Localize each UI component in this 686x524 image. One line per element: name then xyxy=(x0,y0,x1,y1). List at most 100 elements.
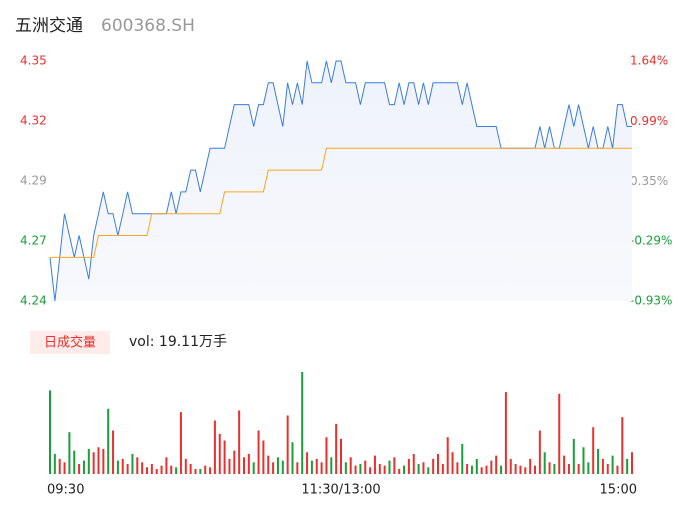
volume-bar xyxy=(412,453,415,474)
x-tick-label: 15:00 xyxy=(600,483,637,498)
volume-bar xyxy=(116,460,119,474)
volume-bar xyxy=(349,457,352,474)
volume-badge xyxy=(30,331,110,354)
volume-bar xyxy=(611,455,614,474)
volume-bar xyxy=(272,462,275,474)
volume-bar xyxy=(432,458,435,474)
volume-bar xyxy=(461,443,464,474)
volume-bar xyxy=(437,453,439,474)
volume-bar xyxy=(456,462,459,474)
volume-bar xyxy=(369,467,372,474)
volume-bar xyxy=(567,463,570,474)
volume-bar xyxy=(572,438,575,474)
volume-bar xyxy=(281,460,284,474)
volume-bar xyxy=(291,442,294,474)
volume-bar xyxy=(223,440,226,474)
y-tick-label: 4.24 xyxy=(20,294,47,308)
volume-bar xyxy=(73,450,76,474)
volume-bar xyxy=(373,455,376,474)
volume-bar xyxy=(315,458,318,474)
volume-bar xyxy=(199,468,202,474)
volume-bar xyxy=(364,460,367,474)
volume-bar xyxy=(509,458,512,474)
volume-bar xyxy=(121,458,124,474)
volume-bar xyxy=(233,450,236,474)
volume-bar xyxy=(495,455,498,474)
volume-bar xyxy=(335,423,338,474)
volume-bar xyxy=(276,457,279,474)
volume-bar xyxy=(354,465,357,474)
volume-bar xyxy=(563,455,566,474)
volume-bar xyxy=(325,437,328,474)
y2-tick-label: 0.99% xyxy=(630,114,668,128)
volume-bar xyxy=(126,463,129,474)
volume-bar xyxy=(320,462,323,474)
volume-bar xyxy=(534,465,536,474)
price-area xyxy=(50,61,632,301)
volume-bar xyxy=(451,452,454,474)
volume-bar xyxy=(606,463,609,474)
volume-bar xyxy=(398,468,401,474)
volume-bar xyxy=(403,465,406,474)
volume-bar xyxy=(136,457,139,474)
volume-bar xyxy=(184,458,187,474)
volume-bar xyxy=(407,458,410,474)
y-tick-label: 4.27 xyxy=(20,234,47,248)
volume-bar xyxy=(238,410,241,474)
average-line xyxy=(50,147,632,258)
volume-bar xyxy=(504,392,507,474)
volume-bar xyxy=(209,467,212,474)
volume-bar xyxy=(538,430,541,474)
volume-bar xyxy=(194,468,197,474)
volume-bar xyxy=(393,457,396,474)
x-tick-label: 09:30 xyxy=(47,483,84,498)
volume-bar xyxy=(262,440,265,474)
volume-bar xyxy=(247,453,250,474)
volume-bar xyxy=(49,390,51,474)
chart-subtitle: 600368.SH xyxy=(101,16,195,36)
volume-bar xyxy=(204,465,207,474)
volume-bar xyxy=(228,458,231,474)
volume-bar xyxy=(616,465,619,474)
volume-bar xyxy=(301,372,304,474)
volume-bar xyxy=(170,465,173,474)
volume-bar xyxy=(592,427,595,474)
y2-tick-label: 1.64% xyxy=(630,54,668,68)
volume-bar xyxy=(514,463,517,474)
volume-bar xyxy=(558,393,561,474)
volume-bar xyxy=(296,462,299,474)
volume-bar xyxy=(87,448,90,474)
volume-bar xyxy=(475,458,478,474)
volume-bar xyxy=(601,458,604,474)
volume-bar xyxy=(597,448,600,474)
volume-bar xyxy=(500,465,503,474)
volume-bar xyxy=(218,433,221,474)
volume-bar xyxy=(252,462,255,474)
volume-bar xyxy=(359,463,362,474)
volume-bar xyxy=(165,457,168,474)
volume-bar xyxy=(621,417,624,474)
volume-bar xyxy=(189,463,192,474)
volume-bar xyxy=(553,463,556,474)
volume-bar xyxy=(97,447,100,474)
volume-bar xyxy=(102,448,105,474)
volume-bar xyxy=(378,463,381,474)
volume-bar xyxy=(626,458,629,474)
volume-bar xyxy=(470,465,473,474)
y-tick-label: 4.35 xyxy=(20,54,47,68)
volume-bar xyxy=(466,463,469,474)
y2-tick-label: 0.35% xyxy=(630,174,668,188)
volume-bar xyxy=(490,460,493,474)
volume-bar xyxy=(306,452,309,474)
volume-bar xyxy=(213,420,216,474)
volume-bar xyxy=(587,462,590,474)
volume-bar xyxy=(310,460,313,474)
volume-bar xyxy=(417,463,420,474)
volume-bar xyxy=(548,462,551,474)
volume-bar xyxy=(150,463,153,474)
y-tick-label: 4.32 xyxy=(20,114,47,128)
volume-bar xyxy=(92,452,95,474)
volume-bar xyxy=(257,430,260,474)
